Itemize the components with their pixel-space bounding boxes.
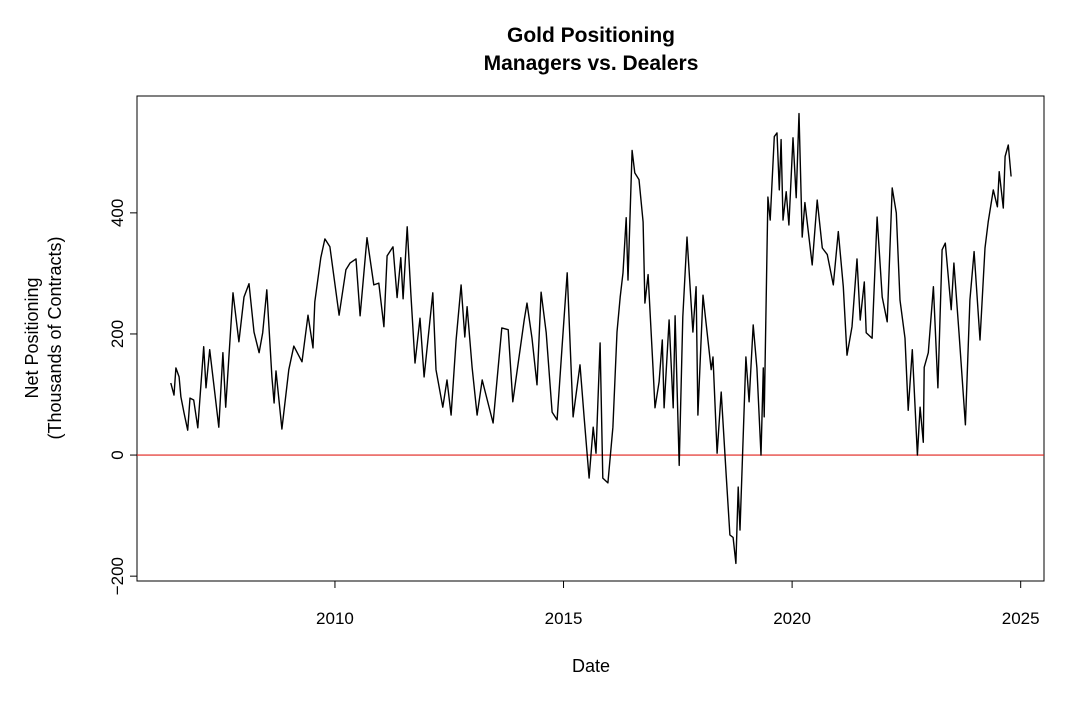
net-positioning-line [170, 112, 1012, 565]
y-tick-label: 400 [108, 199, 127, 227]
x-axis: 2010 2015 2020 2025 [316, 580, 1040, 628]
x-tick-label: 2015 [545, 609, 583, 628]
plot-area-box [136, 95, 1045, 582]
x-axis-label: Date [572, 656, 610, 676]
x-tick-label: 2020 [773, 609, 811, 628]
y-axis-label-line1: Net Positioning [22, 277, 42, 398]
y-axis-label-line2: (Thousands of Contracts) [45, 236, 65, 439]
y-tick-label: 0 [108, 450, 127, 459]
chart-subtitle: Managers vs. Dealers [484, 52, 699, 75]
x-tick-label: 2010 [316, 609, 354, 628]
x-tick-label: 2025 [1002, 609, 1040, 628]
y-axis: −200 0 200 400 [108, 199, 138, 595]
y-tick-label: 200 [108, 320, 127, 348]
chart-title: Gold Positioning [507, 24, 675, 47]
y-tick-label: −200 [108, 557, 127, 595]
